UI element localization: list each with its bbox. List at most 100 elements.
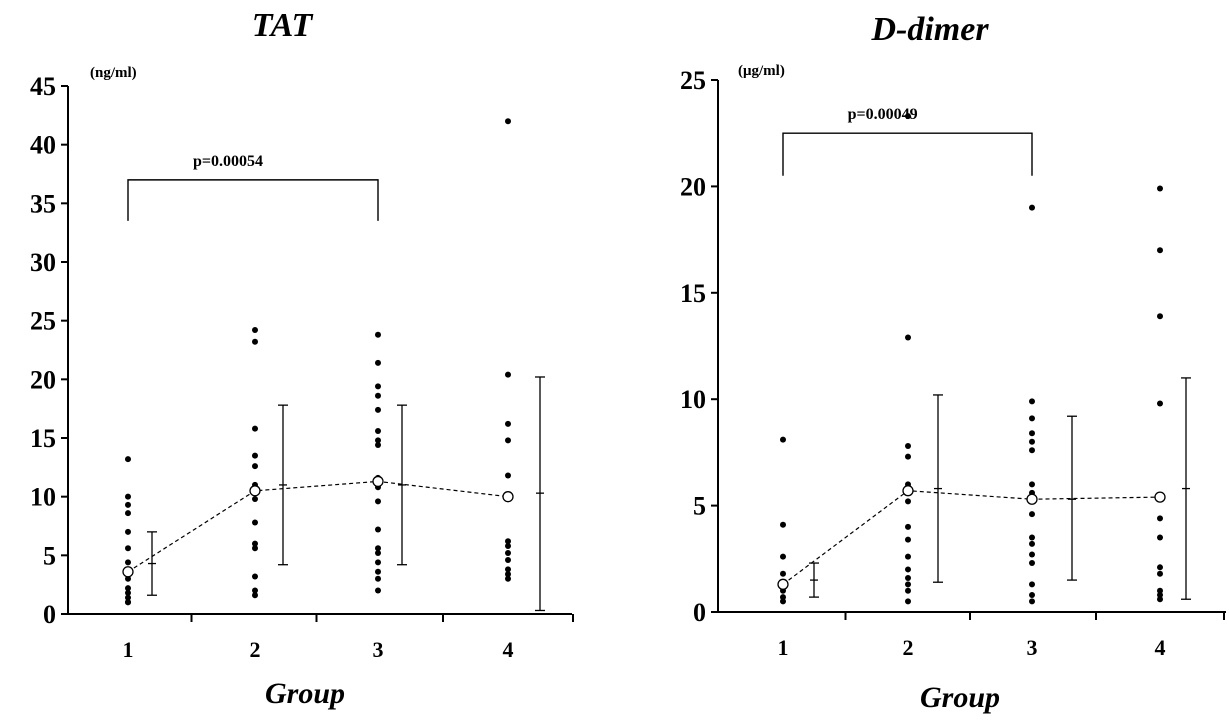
ddimer-data-point: [905, 334, 911, 341]
tat-mean-marker: [122, 566, 134, 578]
tat-data-point: [375, 568, 381, 575]
ddimer-x-axis-label: Group: [920, 681, 1000, 714]
ddimer-y-tick-label: 0: [693, 598, 706, 627]
tat-x-axis-label: Group: [265, 677, 345, 710]
tat-data-point: [125, 545, 131, 552]
tat-data-point: [125, 528, 131, 535]
tat-y-tick-label: 15: [30, 424, 56, 453]
ddimer-data-point: [905, 587, 911, 594]
ddimer-data-point: [1029, 591, 1035, 598]
ddimer-x-tick-label-3: 3: [1027, 635, 1038, 660]
tat-data-point: [505, 557, 511, 564]
tat-x-tick-label-2: 2: [250, 637, 261, 662]
ddimer-data-point: [1029, 581, 1035, 588]
ddimer-data-point: [1029, 415, 1035, 422]
ddimer-data-point: [1029, 560, 1035, 567]
tat-data-point: [125, 599, 131, 606]
tat-x-tick-label-1: 1: [123, 637, 134, 662]
tat-data-point: [125, 510, 131, 517]
tat-y-tick-label: 25: [30, 307, 56, 336]
ddimer-x-tick-label-2: 2: [903, 635, 914, 660]
tat-data-point: [375, 559, 381, 566]
ddimer-data-point: [780, 521, 786, 528]
tat-data-point: [505, 575, 511, 582]
ddimer-data-point: [905, 536, 911, 543]
ddimer-bracket-line: [782, 132, 1033, 176]
ddimer-data-point: [905, 523, 911, 530]
tat-data-point: [375, 526, 381, 533]
tat-data-point: [505, 118, 511, 125]
tat-data-point: [252, 592, 258, 599]
ddimer-x-tick-label-4: 4: [1155, 635, 1166, 660]
tat-data-point: [375, 437, 381, 444]
ddimer-axes: [711, 79, 1226, 620]
tat-data-point: [252, 452, 258, 459]
tat-mean-marker: [502, 491, 514, 503]
tat-y-tick-label: 45: [30, 72, 56, 101]
ddimer-significance-bracket: [782, 132, 1033, 176]
ddimer-data-point: [1029, 398, 1035, 405]
tat-data-point: [125, 575, 131, 582]
tat-data-point: [375, 427, 381, 434]
ddimer-y-tick-label: 15: [680, 279, 706, 308]
ddimer-data-point: [905, 553, 911, 560]
tat-axes: [61, 85, 574, 622]
ddimer-data-point: [1029, 511, 1035, 518]
tat-data-point: [125, 501, 131, 508]
ddimer-data-point: [1029, 481, 1035, 488]
ddimer-mean-marker: [777, 578, 789, 590]
tat-data-point: [505, 472, 511, 479]
ddimer-y-tick-label: 20: [680, 172, 706, 201]
tat-data-point: [505, 538, 511, 545]
tat-mean-line: [122, 475, 514, 578]
tat-data-point: [375, 331, 381, 338]
tat-mean-marker: [249, 485, 261, 497]
tat-bracket-line: [127, 179, 379, 221]
tat-data-point: [375, 549, 381, 556]
ddimer-mean-marker: [902, 485, 914, 497]
tat-data-point: [252, 425, 258, 432]
tat-mean-marker: [372, 475, 384, 488]
ddimer-data-point: [1157, 313, 1163, 320]
ddimer-data-point: [1157, 564, 1163, 571]
tat-y-tick-label: 40: [30, 131, 56, 160]
tat-data-point: [252, 519, 258, 526]
tat-data-point: [252, 573, 258, 580]
tat-data-point: [375, 587, 381, 594]
ddimer-data-point: [905, 443, 911, 450]
tat-p-value: p=0.00054: [193, 153, 263, 170]
tat-data-point: [125, 493, 131, 500]
ddimer-data-point: [1029, 540, 1035, 547]
tat-data-points: [125, 118, 511, 606]
ddimer-data-point: [1029, 447, 1035, 454]
tat-y-tick-label: 20: [30, 365, 56, 394]
tat-y-tick-label: 35: [30, 189, 56, 218]
ddimer-y-tick-label: 5: [693, 492, 706, 521]
ddimer-data-point: [780, 598, 786, 605]
ddimer-error-bars: [809, 377, 1191, 600]
ddimer-y-tick-label: 25: [680, 66, 706, 95]
ddimer-data-point: [780, 553, 786, 560]
tat-data-point: [505, 371, 511, 378]
ddimer-data-points: [780, 113, 1163, 605]
tat-data-point: [375, 442, 381, 449]
ddimer-data-point: [1157, 247, 1163, 254]
tat-y-tick-label: 30: [30, 248, 56, 277]
tat-data-point: [505, 549, 511, 556]
ddimer-mean-polyline: [782, 490, 1161, 585]
ddimer-tick-labels: 0 5 10 15 20 25 1 2 3 4: [680, 66, 1166, 660]
ddimer-data-point: [1029, 551, 1035, 558]
tat-unit-label: (ng/ml): [90, 65, 137, 81]
ddimer-mean-marker: [1154, 491, 1166, 503]
ddimer-data-point: [905, 113, 911, 120]
tat-data-point: [505, 571, 511, 578]
ddimer-data-point: [905, 453, 911, 460]
ddimer-data-point: [1157, 596, 1163, 603]
ddimer-data-point: [905, 574, 911, 581]
ddimer-title: D-dimer: [870, 11, 989, 48]
ddimer-mean-line: [777, 485, 1166, 590]
ddimer-data-point: [1029, 204, 1035, 211]
ddimer-p-value: p=0.00049: [848, 106, 918, 123]
tat-data-point: [505, 542, 511, 549]
